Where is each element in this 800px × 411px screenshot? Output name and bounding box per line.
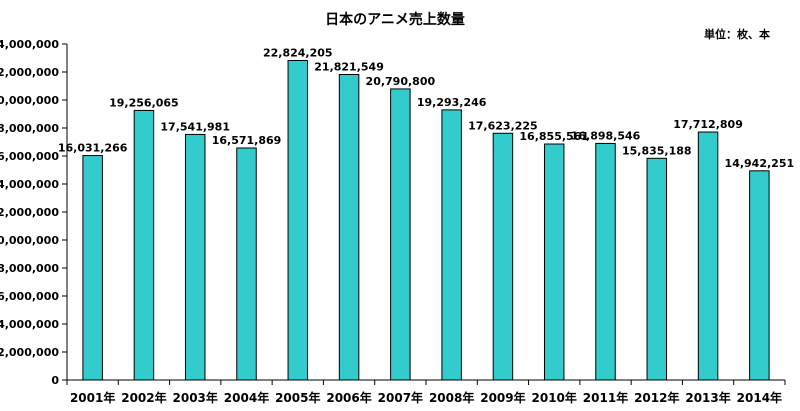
- x-tick-label: 2004年: [224, 390, 269, 405]
- bar: [749, 170, 770, 381]
- y-tick-label: 18,000,000: [0, 122, 59, 135]
- y-tick-label: 6,000,000: [0, 290, 59, 303]
- data-label: 17,712,809: [673, 118, 743, 131]
- y-tick-label: 14,000,000: [0, 178, 59, 191]
- x-tick-label: 2013年: [685, 390, 730, 405]
- x-tick-label: 2011年: [583, 390, 628, 405]
- x-tick-label: 2003年: [173, 390, 218, 405]
- unit-label: 単位：枚、本: [704, 27, 770, 41]
- x-tick-label: 2008年: [429, 390, 474, 405]
- y-tick-label: 24,000,000: [0, 38, 59, 51]
- data-label: 19,293,246: [417, 96, 487, 109]
- bar: [236, 147, 257, 381]
- x-tick-label: 2006年: [326, 390, 371, 405]
- data-label: 16,571,869: [212, 134, 282, 147]
- data-label: 21,821,549: [314, 60, 384, 73]
- bar: [492, 132, 514, 381]
- bar: [287, 59, 309, 381]
- bar: [441, 109, 462, 381]
- data-label: 16,855,561: [519, 130, 589, 143]
- x-tick-label: 2010年: [532, 390, 577, 405]
- data-label: 15,835,188: [622, 144, 692, 157]
- chart-title: 日本のアニメ売上数量: [325, 11, 465, 28]
- x-tick-label: 2012年: [634, 390, 679, 405]
- x-tick-label: 2014年: [737, 390, 782, 405]
- bar: [697, 131, 719, 381]
- x-tick-label: 2005年: [275, 390, 320, 405]
- x-tick-label: 2001年: [70, 390, 115, 405]
- y-tick-label: 12,000,000: [0, 206, 59, 219]
- data-label: 17,541,981: [160, 120, 230, 133]
- bar: [646, 157, 668, 381]
- bar: [82, 155, 103, 381]
- x-tick-label: 2002年: [121, 390, 166, 405]
- data-label: 22,824,205: [263, 46, 333, 59]
- data-label: 16,031,266: [58, 142, 128, 155]
- bar: [390, 88, 411, 381]
- y-tick-label: 0: [51, 374, 59, 387]
- y-tick-label: 22,000,000: [0, 66, 59, 79]
- y-tick-label: 4,000,000: [0, 318, 59, 331]
- plot-area: 0 2,000,000 4,000,000 6,000,000 8,000,000 10,…: [0, 38, 794, 405]
- data-label: 14,942,251: [725, 157, 795, 170]
- bar: [543, 143, 565, 381]
- data-label: 17,623,225: [468, 119, 538, 132]
- y-tick-label: 10,000,000: [0, 234, 59, 247]
- bar: [184, 133, 206, 381]
- y-tick-label: 16,000,000: [0, 150, 59, 163]
- data-label: 20,790,800: [366, 75, 436, 88]
- bar: [595, 142, 616, 381]
- bar: [133, 109, 155, 381]
- data-label: 19,256,065: [109, 96, 179, 109]
- y-tick-label: 2,000,000: [0, 346, 59, 359]
- y-tick-label: 8,000,000: [0, 262, 59, 275]
- bar: [338, 73, 360, 381]
- data-label: 16,898,546: [571, 129, 641, 142]
- y-tick-label: 20,000,000: [0, 94, 59, 107]
- x-tick-label: 2007年: [378, 390, 423, 405]
- x-tick-label: 2009年: [480, 390, 525, 405]
